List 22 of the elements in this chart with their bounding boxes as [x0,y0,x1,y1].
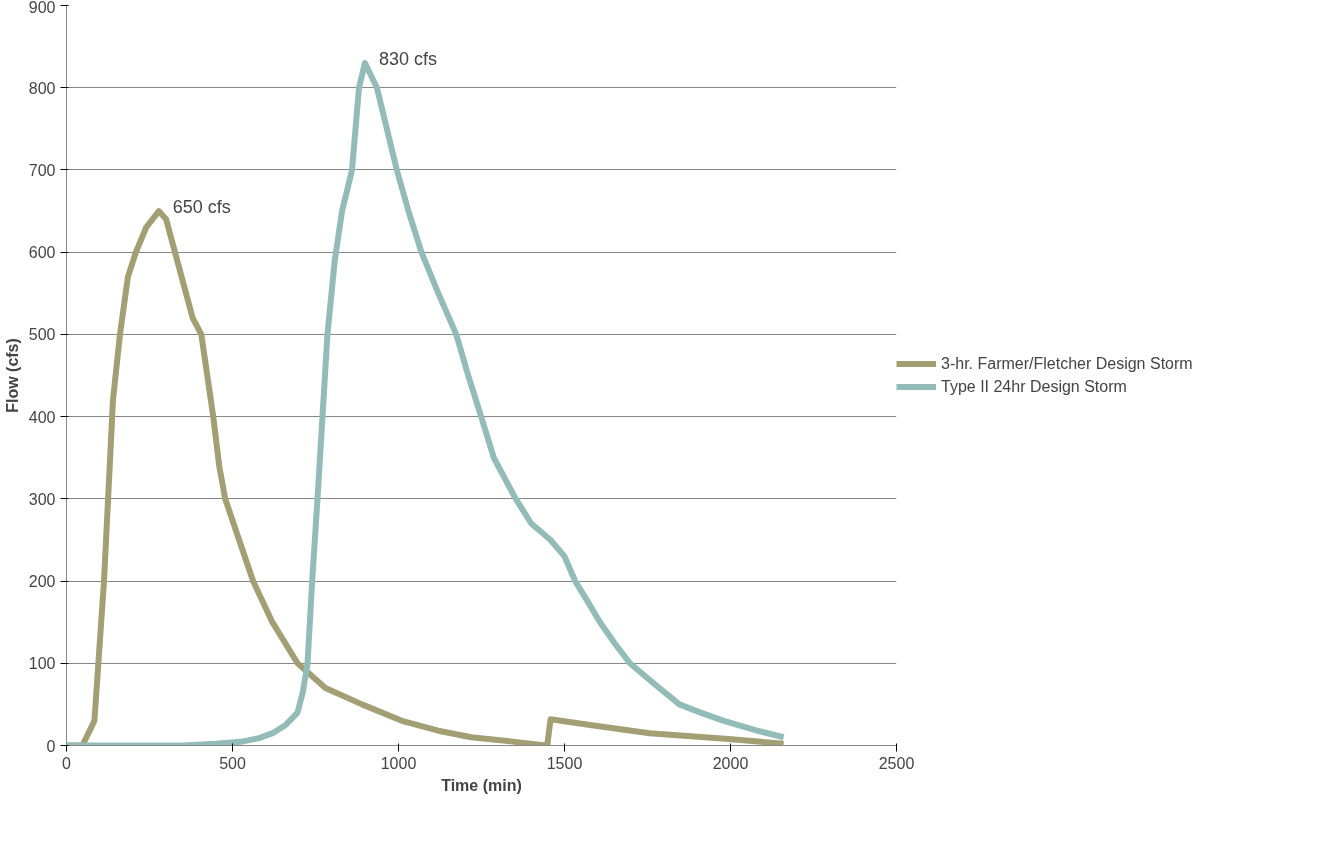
x-axis-title: Time (min) [441,776,522,794]
y-tick-label: 100 [28,655,56,673]
legend-label: Type II 24hr Design Storm [941,377,1127,396]
y-axis-title: Flow (cfs) [3,338,21,413]
annotation: 830 cfs [378,49,438,70]
y-tick-label: 0 [46,737,56,755]
legend-label: 3-hr. Farmer/Fletcher Design Storm [941,354,1193,373]
y-tick-label: 600 [28,244,56,262]
x-tick-label: 1000 [380,754,417,772]
x-tick-label: 2000 [712,754,749,772]
y-tick-label: 800 [28,79,56,97]
x-tick-label: 1500 [546,754,583,772]
y-tick-label: 700 [28,161,56,179]
x-tick-label: 0 [62,754,72,772]
y-tick-label: 200 [28,573,56,591]
y-tick-label: 300 [28,490,56,508]
y-tick-label: 500 [28,326,56,344]
x-tick-label: 2500 [878,754,915,772]
x-tick-label: 500 [219,754,246,772]
y-tick-label: 400 [28,408,56,426]
y-tick-label: 900 [28,0,56,16]
annotation: 650 cfs [172,197,231,218]
